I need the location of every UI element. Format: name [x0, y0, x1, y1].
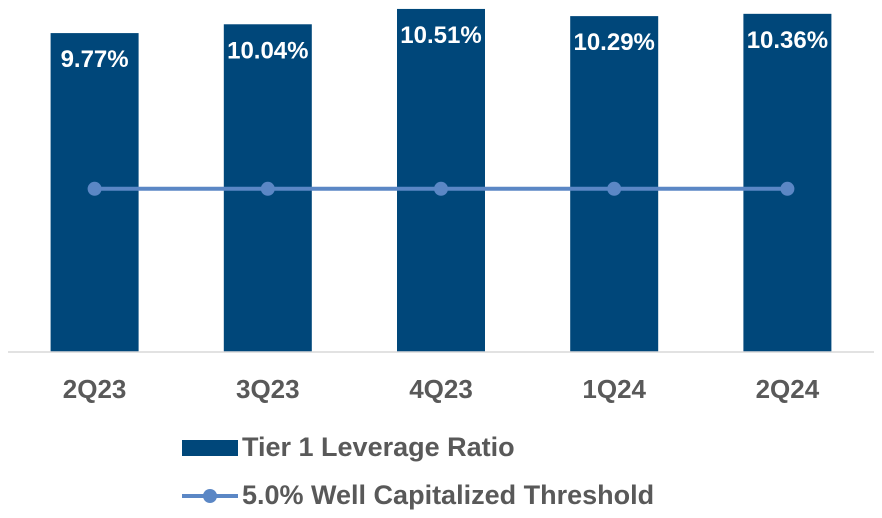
bar-series: [50, 8, 832, 353]
bar-data-labels: 9.77% 10.04% 10.51% 10.29% 10.36%: [61, 22, 829, 73]
threshold-point-2Q24: [780, 181, 795, 196]
threshold-point-2Q23: [87, 181, 102, 196]
threshold-point-1Q24: [607, 181, 622, 196]
x-tick-4Q23: 4Q23: [409, 374, 473, 404]
legend-line-swatch: [182, 488, 238, 504]
bar-label-3Q23: 10.04%: [227, 37, 308, 64]
legend-line-label: 5.0% Well Capitalized Threshold: [242, 480, 655, 510]
legend-item-bar: Tier 1 Leverage Ratio: [182, 432, 515, 463]
x-tick-2Q23: 2Q23: [63, 374, 127, 404]
bar-label-1Q24: 10.29%: [573, 29, 654, 56]
x-tick-2Q24: 2Q24: [756, 374, 820, 404]
legend-item-line: 5.0% Well Capitalized Threshold: [182, 480, 654, 511]
bar-label-2Q24: 10.36%: [747, 27, 828, 54]
bar-label-4Q23: 10.51%: [400, 22, 481, 49]
bar-4Q23: [397, 8, 485, 352]
x-tick-labels: 2Q23 3Q23 4Q23 1Q24 2Q24: [63, 374, 820, 404]
legend-bar-label: Tier 1 Leverage Ratio: [242, 432, 515, 462]
legend-bar-swatch: [182, 439, 238, 456]
threshold-point-3Q23: [260, 181, 275, 196]
threshold-series: [87, 181, 795, 196]
x-tick-1Q24: 1Q24: [582, 374, 646, 404]
bar-label-2Q23: 9.77%: [61, 46, 129, 73]
threshold-point-4Q23: [434, 181, 448, 196]
x-tick-3Q23: 3Q23: [236, 374, 300, 404]
